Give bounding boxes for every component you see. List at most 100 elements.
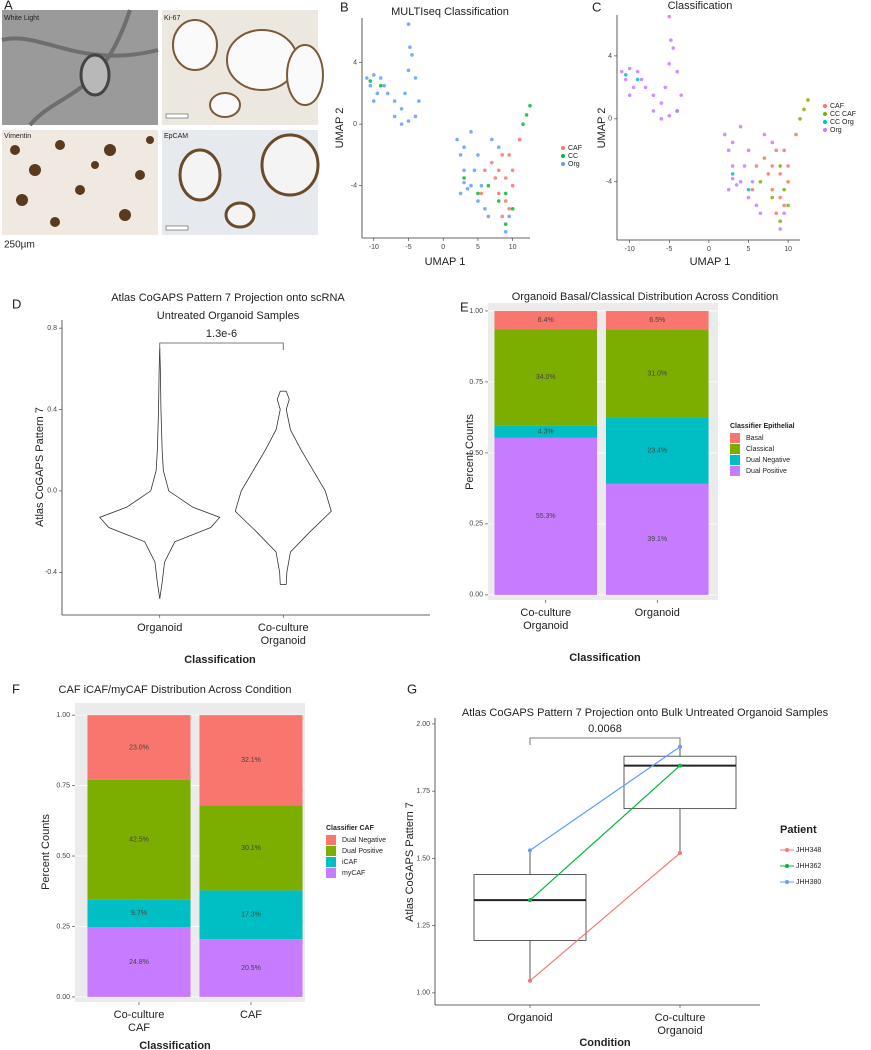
legend-swatch <box>326 857 336 867</box>
point <box>774 148 779 153</box>
point <box>500 153 505 157</box>
violin-outline <box>285 391 332 585</box>
point <box>469 183 473 188</box>
x-tick-label: 10 <box>784 246 792 253</box>
x-tick-label: -5 <box>666 246 672 253</box>
x-tick-label-box: Organoid <box>137 622 182 634</box>
bar-segment <box>494 425 598 438</box>
point <box>782 187 786 192</box>
scale-bar <box>165 113 189 119</box>
point <box>479 191 484 196</box>
chart-title: MULTIseq Classification <box>391 6 509 18</box>
point <box>742 164 747 168</box>
patient-point <box>528 848 532 853</box>
chart-title: CAF iCAF/myCAF Distribution Across Condi… <box>59 684 292 696</box>
point <box>778 195 782 200</box>
image-label: Vimentin <box>4 133 31 140</box>
y-tick-label: 1.25 <box>416 922 430 929</box>
point <box>365 76 369 80</box>
panel-letter: A <box>4 0 13 12</box>
image-ki67-cells <box>172 19 324 118</box>
point <box>517 137 522 142</box>
point <box>496 199 501 203</box>
x-tick-label: Co-culture Organoid <box>520 607 572 632</box>
point <box>372 73 376 77</box>
y-tick-label: -4 <box>606 179 612 186</box>
point <box>503 191 508 196</box>
point <box>659 117 664 121</box>
point <box>722 132 727 137</box>
legend-dot <box>561 146 565 150</box>
point <box>794 132 798 137</box>
point <box>507 153 511 157</box>
image-organoid <box>79 53 111 97</box>
data-label: 6.4% <box>538 317 554 324</box>
significance-label: 1.3e-6 <box>206 328 237 340</box>
point <box>667 14 672 19</box>
legend-swatch <box>730 444 740 454</box>
point <box>399 106 404 111</box>
point <box>507 214 511 219</box>
point <box>730 140 735 145</box>
point <box>786 164 790 168</box>
legend-label: CC CAF <box>830 111 856 118</box>
point <box>406 22 411 26</box>
bar-segment <box>199 805 303 891</box>
point <box>663 85 668 90</box>
legend-dot <box>823 104 827 108</box>
x-tick-label: CAF <box>240 1009 262 1021</box>
point <box>762 132 767 137</box>
point <box>368 83 373 88</box>
point <box>669 38 673 42</box>
point <box>455 137 459 142</box>
bar-segment <box>87 715 191 780</box>
point <box>375 91 380 96</box>
x-axis-title: UMAP 1 <box>425 256 466 268</box>
point <box>413 114 418 119</box>
legend-swatch <box>730 466 740 476</box>
point <box>406 119 411 123</box>
panel-3: E Organoid Basal/Classical Distribution A… <box>460 291 795 664</box>
point <box>510 183 515 188</box>
y-tick-label: 0.50 <box>469 450 483 457</box>
data-label: 30.1% <box>241 845 261 852</box>
point <box>479 183 484 188</box>
point <box>798 117 802 121</box>
point <box>465 186 470 191</box>
legend-dot <box>785 864 789 868</box>
patient-point <box>528 978 532 983</box>
y-tick-label: 0.75 <box>469 379 483 386</box>
point <box>490 160 494 165</box>
point <box>524 113 529 117</box>
point <box>782 203 786 208</box>
point <box>750 179 755 184</box>
point <box>510 206 515 211</box>
point <box>410 53 414 57</box>
patient-point <box>678 851 682 856</box>
panel-5: G Atlas CoGAPS Pattern 7 Projection onto … <box>404 681 829 1048</box>
point <box>738 124 743 129</box>
y-tick-label: 0.75 <box>56 782 70 789</box>
point <box>378 83 383 88</box>
x-tick-label: 5 <box>747 246 751 253</box>
point <box>458 153 463 157</box>
bar-segment <box>87 779 191 900</box>
point <box>472 168 477 173</box>
legend-swatch <box>326 868 336 878</box>
legend-title: Patient <box>780 824 817 836</box>
legend-label: myCAF <box>342 870 365 877</box>
point <box>746 148 751 153</box>
x-tick-label: -10 <box>369 244 379 251</box>
violin-outline <box>234 391 281 585</box>
point <box>758 179 763 184</box>
image-label: EpCAM <box>164 133 188 140</box>
legend-swatch <box>730 433 740 443</box>
legend-label: JHH380 <box>796 879 821 886</box>
x-tick-label: Co-culture Organoid <box>654 1012 706 1037</box>
legend-label: CC Org <box>830 119 854 126</box>
y-tick-label: 1.00 <box>416 990 430 997</box>
legend-dot <box>561 162 565 166</box>
point <box>483 168 487 173</box>
x-tick-label: -10 <box>625 246 635 253</box>
violin-outline <box>159 348 221 599</box>
